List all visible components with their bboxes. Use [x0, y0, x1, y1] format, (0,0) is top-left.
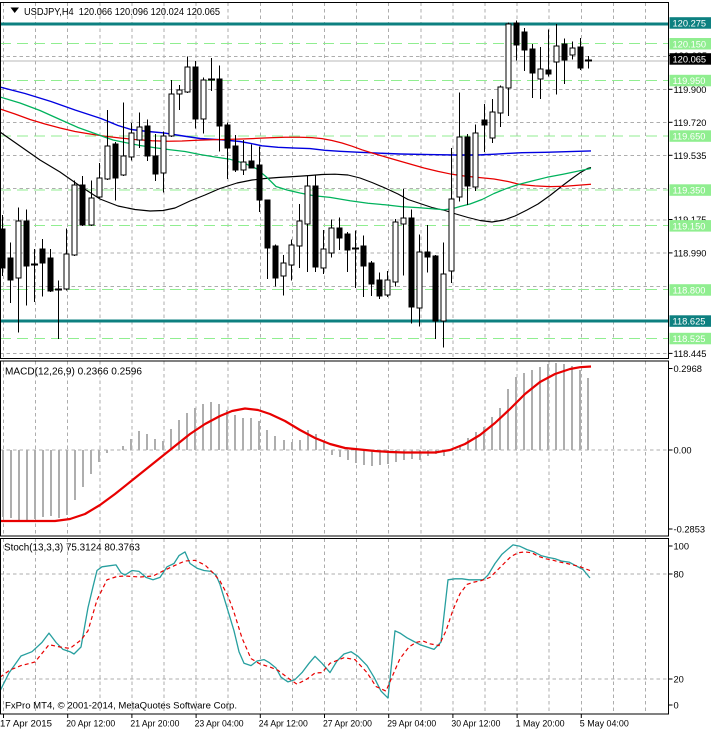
svg-text:118.800: 118.800 [673, 286, 706, 296]
svg-text:119.150: 119.150 [673, 221, 706, 231]
svg-text:27 Apr 20:00: 27 Apr 20:00 [323, 719, 372, 729]
svg-text:FxPro MT4, © 2001-2014, MetaQu: FxPro MT4, © 2001-2014, MetaQuotes Softw… [5, 701, 237, 712]
svg-text:21 Apr 20:00: 21 Apr 20:00 [130, 719, 179, 729]
svg-text:5 May 04:00: 5 May 04:00 [580, 719, 629, 729]
svg-text:119.950: 119.950 [673, 76, 706, 86]
svg-text:17 Apr 2015: 17 Apr 2015 [0, 719, 52, 729]
svg-text:MACD(12,26,9) 0.2366 0.2596: MACD(12,26,9) 0.2366 0.2596 [5, 367, 142, 378]
svg-text:120.065: 120.065 [673, 55, 707, 65]
svg-text:118.625: 118.625 [673, 317, 706, 327]
svg-text:118.990: 118.990 [674, 248, 707, 258]
svg-text:-0.2853: -0.2853 [674, 525, 706, 535]
svg-text:119.535: 119.535 [674, 151, 707, 161]
svg-text:29 Apr 04:00: 29 Apr 04:00 [387, 719, 436, 729]
svg-text:20: 20 [674, 675, 684, 685]
svg-text:USDJPY,H4 120.066 120.096 120: USDJPY,H4 120.066 120.096 120.024 120.06… [24, 7, 220, 18]
svg-text:23 Apr 04:00: 23 Apr 04:00 [195, 719, 244, 729]
svg-text:Stoch(13,3,3) 75.3124 80.3763: Stoch(13,3,3) 75.3124 80.3763 [4, 543, 140, 554]
svg-text:119.350: 119.350 [673, 186, 706, 196]
svg-text:0.00: 0.00 [674, 446, 692, 456]
svg-text:120.275: 120.275 [673, 19, 707, 29]
svg-text:119.720: 119.720 [674, 118, 707, 128]
svg-text:120.150: 120.150 [673, 39, 707, 49]
svg-text:100: 100 [674, 542, 690, 552]
svg-text:1 May 20:00: 1 May 20:00 [516, 719, 565, 729]
svg-text:119.175: 119.175 [674, 215, 707, 225]
svg-text:118.525: 118.525 [673, 334, 706, 344]
svg-text:80: 80 [674, 570, 684, 580]
svg-text:20 Apr 12:00: 20 Apr 12:00 [66, 719, 115, 729]
svg-text:119.900: 119.900 [674, 85, 707, 95]
svg-text:0.2968: 0.2968 [674, 364, 702, 374]
svg-text:119.650: 119.650 [673, 132, 706, 142]
svg-text:24 Apr 12:00: 24 Apr 12:00 [259, 719, 308, 729]
svg-text:30 Apr 12:00: 30 Apr 12:00 [451, 719, 500, 729]
svg-text:118.445: 118.445 [674, 349, 707, 359]
svg-text:0: 0 [674, 701, 679, 711]
